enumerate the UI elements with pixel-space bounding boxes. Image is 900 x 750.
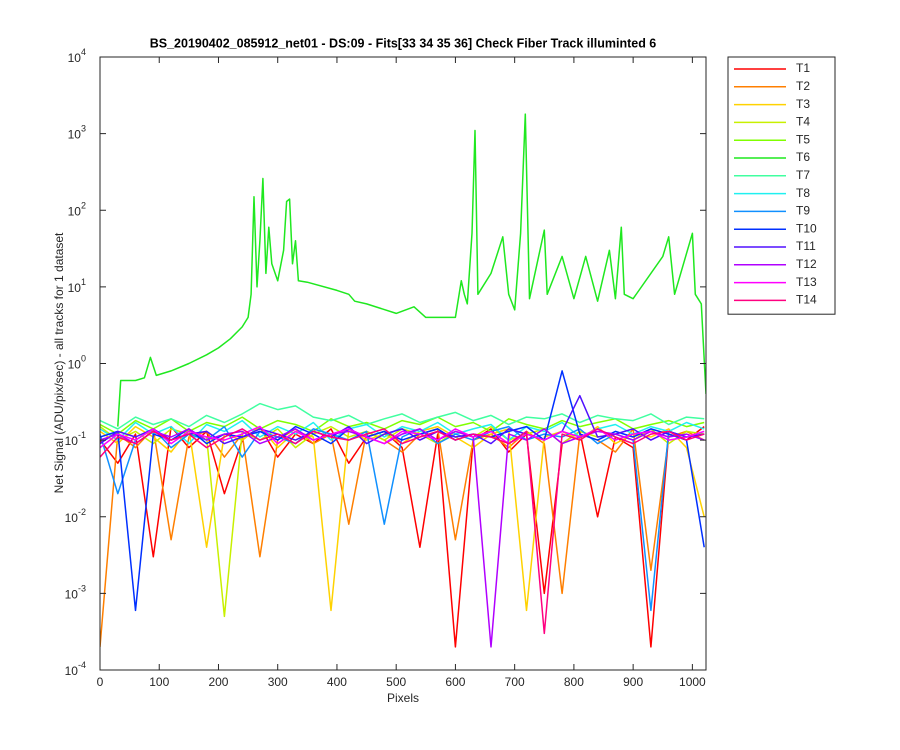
- series-line: [100, 428, 705, 635]
- x-tick-label: 300: [268, 675, 288, 689]
- legend-label: T5: [796, 132, 810, 146]
- series-line: [100, 416, 705, 435]
- y-tick-exponent: -2: [78, 507, 86, 517]
- legend-label: T12: [796, 257, 817, 271]
- series-line: [100, 428, 705, 647]
- y-tick-base: 10: [65, 588, 79, 602]
- y-tick-exponent: 0: [81, 354, 86, 364]
- y-tick-base: 10: [65, 434, 79, 448]
- y-tick-base: 10: [68, 51, 82, 65]
- y-tick-label: 10-2: [65, 507, 86, 525]
- y-tick-label: 100: [68, 354, 86, 372]
- x-tick-label: 800: [564, 675, 584, 689]
- y-tick-label: 102: [68, 201, 86, 219]
- y-tick-exponent: -4: [78, 660, 86, 670]
- legend-label: T11: [796, 239, 816, 253]
- y-tick-exponent: 4: [81, 47, 86, 57]
- series-line: [117, 113, 706, 427]
- legend-label: T8: [796, 186, 810, 200]
- y-tick-label: 104: [68, 47, 86, 65]
- legend-label: T4: [796, 115, 810, 129]
- legend-box: [727, 56, 836, 315]
- x-tick-label: 600: [445, 675, 465, 689]
- y-tick-label: 101: [68, 277, 86, 295]
- legend-label: T3: [796, 97, 810, 111]
- legend-label: T14: [796, 293, 817, 307]
- x-tick-label: 0: [97, 675, 104, 689]
- y-tick-base: 10: [68, 204, 82, 218]
- x-axis-label: Pixels: [387, 691, 419, 705]
- y-tick-base: 10: [68, 128, 82, 142]
- y-tick-base: 10: [65, 511, 79, 525]
- y-tick-label: 10-4: [65, 660, 86, 678]
- y-tick-exponent: 3: [81, 124, 86, 134]
- y-tick-base: 10: [68, 358, 82, 372]
- legend: T1 T2 T3 T4 T5 T6 T7 T8 T9 T10 T11 T12 T13 T14: [727, 56, 836, 315]
- y-tick-exponent: 1: [81, 277, 86, 287]
- y-tick-exponent: -3: [78, 584, 86, 594]
- plot-area: [100, 113, 706, 648]
- y-tick-base: 10: [65, 664, 79, 678]
- series-line: [100, 419, 705, 445]
- legend-label: T2: [796, 79, 810, 93]
- y-axis-label: Net Signal (ADU/pix/sec) - all tracks fo…: [52, 232, 66, 493]
- x-tick-label: 200: [208, 675, 228, 689]
- chart-title: BS_20190402_085912_net01 - DS:09 - Fits[…: [150, 36, 657, 50]
- x-tick-label: 700: [505, 675, 525, 689]
- y-tick-label: 10-3: [65, 584, 86, 602]
- y-tick-base: 10: [68, 281, 82, 295]
- legend-label: T13: [796, 275, 817, 289]
- legend-label: T6: [796, 150, 810, 164]
- axes: 0 100 200 300 400 500 600 700 800 900 100010-410-3…: [65, 47, 707, 689]
- series-line: [100, 425, 705, 449]
- x-tick-label: 400: [327, 675, 347, 689]
- series-line: [100, 394, 705, 445]
- legend-label: T10: [796, 221, 817, 235]
- legend-label: T9: [796, 204, 810, 218]
- y-tick-exponent: -1: [78, 431, 86, 441]
- x-tick-label: 1000: [679, 675, 706, 689]
- series-line: [100, 370, 705, 612]
- y-tick-label: 103: [68, 124, 86, 142]
- legend-label: T7: [796, 168, 810, 182]
- x-tick-label: 100: [149, 675, 169, 689]
- series-line: [100, 402, 705, 430]
- x-tick-label: 500: [386, 675, 406, 689]
- legend-label: T1: [796, 61, 810, 75]
- x-tick-label: 900: [623, 675, 643, 689]
- y-tick-exponent: 2: [81, 201, 86, 211]
- y-tick-label: 10-1: [65, 431, 86, 449]
